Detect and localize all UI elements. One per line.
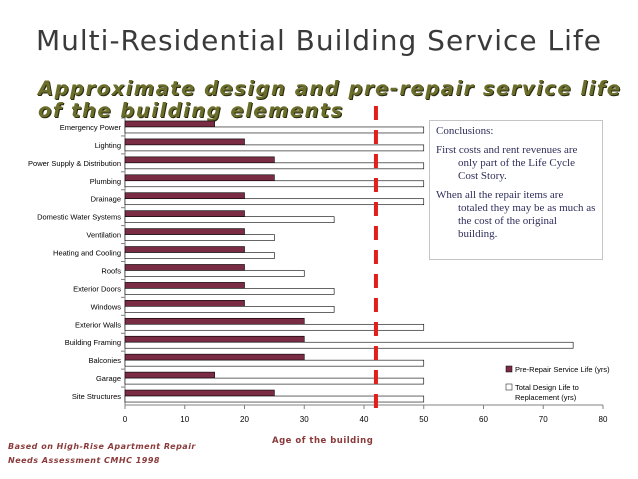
bar-pre-repair (124, 210, 245, 217)
legend-swatch-design-life (505, 383, 513, 391)
bar-design-life (124, 341, 574, 349)
bar-pre-repair (124, 335, 305, 343)
bar-pre-repair (124, 192, 245, 200)
bar-design-life (124, 323, 425, 331)
y-category-label: Exterior Walls (75, 320, 121, 329)
x-tick-label: 10 (180, 415, 189, 424)
bar-pre-repair (124, 353, 305, 361)
bar-pre-repair (124, 264, 245, 271)
bar-design-life (124, 252, 275, 259)
x-axis-label: Age of the building (272, 436, 374, 446)
y-category-label: Power Supply & Distribution (28, 159, 121, 168)
bar-design-life (124, 126, 425, 134)
y-category-label: Exterior Doors (73, 284, 121, 293)
bar-design-life (124, 359, 425, 367)
bar-design-life (124, 216, 335, 223)
bar-design-life (124, 270, 305, 277)
y-category-label: Domestic Water Systems (37, 213, 121, 222)
bar-design-life (124, 180, 425, 188)
y-category-label: Lighting (95, 141, 121, 150)
x-tick-label: 30 (300, 415, 309, 424)
y-category-label: Emergency Power (60, 123, 122, 132)
bar-design-life (124, 377, 425, 385)
y-category-label: Site Structures (72, 392, 121, 401)
bar-pre-repair (124, 156, 275, 164)
legend-label-pre-repair: Pre-Repair Service Life (yrs) (515, 365, 610, 374)
bar-pre-repair (124, 228, 245, 235)
bar-design-life (124, 234, 275, 241)
y-category-label: Garage (96, 374, 121, 383)
bar-pre-repair (124, 138, 245, 146)
bar-design-life (124, 198, 425, 206)
x-tick-label: 40 (360, 415, 369, 424)
y-category-label: Windows (91, 302, 122, 311)
bar-design-life (124, 395, 425, 403)
bar-design-life (124, 306, 335, 313)
conclusions-heading: Conclusions: (436, 125, 494, 137)
y-category-label: Heating and Cooling (53, 249, 121, 258)
bar-pre-repair (124, 317, 305, 325)
y-category-label: Ventilation (86, 231, 121, 240)
x-tick-label: 20 (240, 415, 249, 424)
bar-design-life (124, 162, 425, 170)
page-title: Multi-Residential Building Service Life (36, 24, 603, 57)
y-category-label: Roofs (101, 266, 121, 275)
conclusions-box: Conclusions: First costs and rent revenu… (429, 120, 603, 260)
y-category-label: Plumbing (90, 177, 121, 186)
bar-pre-repair (124, 371, 215, 379)
source-line-1: Based on High-Rise Apartment Repair (8, 442, 196, 451)
x-tick-label: 50 (419, 415, 428, 424)
bar-pre-repair (124, 282, 245, 289)
legend-swatch-pre-repair (505, 365, 513, 373)
bar-pre-repair (124, 174, 275, 182)
bar-pre-repair (124, 300, 245, 307)
conclusions-para-1: First costs and rent revenues are only p… (436, 144, 578, 182)
y-category-label: Building Framing (65, 338, 121, 347)
conclusions-para-2: When all the repair items are totaled th… (436, 189, 596, 240)
x-tick-label: 0 (123, 415, 128, 424)
source-line-2: Needs Assessment CMHC 1998 (8, 456, 160, 465)
bar-design-life (124, 144, 425, 152)
bar-pre-repair (124, 389, 275, 397)
y-category-label: Balconies (88, 356, 121, 365)
bar-pre-repair (124, 120, 215, 128)
legend-label-design-life: Total Design Life to Replacement (yrs) (515, 383, 579, 402)
y-category-label: Drainage (91, 195, 121, 204)
source-note: Based on High-Rise Apartment Repair Need… (8, 440, 196, 468)
x-tick-label: 70 (539, 415, 548, 424)
page-subtitle: Approximate design and pre-repair servic… (38, 77, 622, 122)
x-tick-label: 80 (599, 415, 608, 424)
bar-design-life (124, 288, 335, 295)
x-tick-label: 60 (479, 415, 488, 424)
bar-pre-repair (124, 246, 245, 253)
